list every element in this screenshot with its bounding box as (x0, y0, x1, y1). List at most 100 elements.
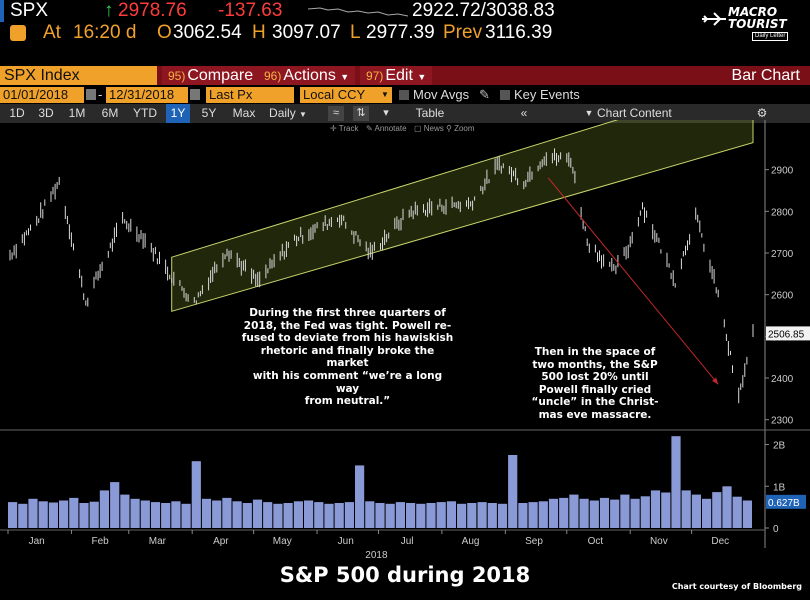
x-tick-label: Feb (91, 536, 109, 547)
edit-button[interactable]: 97) Edit ▼ (360, 66, 433, 85)
period-button-5y[interactable]: 5Y (201, 106, 217, 120)
chart-type-title: Bar Chart (731, 67, 800, 84)
volume-bar (508, 455, 518, 528)
frequency-select[interactable]: Daily ▼ (266, 104, 310, 123)
chevron-down-icon[interactable]: ▼ (584, 108, 594, 118)
annotation-line: 2018, the Fed was tight. Powell re- (243, 319, 452, 332)
volume-bar (375, 503, 385, 528)
volume-bar (69, 497, 79, 528)
gear-icon[interactable]: ⚙ (756, 106, 768, 120)
end-date-field[interactable]: 12/31/2018 (106, 87, 188, 103)
start-date-field[interactable]: 01/01/2018 (0, 87, 84, 103)
arrow-head-icon (712, 377, 719, 385)
x-tick-label: Sep (525, 536, 543, 547)
volume-bar (406, 503, 416, 528)
volume-bar (242, 503, 252, 528)
volume-bar (702, 498, 712, 528)
period-button-3d[interactable]: 3D (38, 106, 54, 120)
checkbox-icon (399, 90, 409, 100)
calendar-icon[interactable] (86, 89, 96, 100)
track-tool[interactable]: ✛ Track (330, 124, 359, 133)
line-chart-icon[interactable]: ≈ (328, 106, 344, 121)
volume-bar (426, 503, 436, 528)
security-field[interactable]: SPX Index (0, 66, 157, 85)
ticker-symbol: SPX (10, 0, 49, 21)
period-button-max[interactable]: Max (232, 106, 256, 120)
volume-bar (487, 503, 497, 528)
chevron-down-icon[interactable]: ▼ (378, 87, 392, 103)
chevron-down-icon: ▼ (340, 72, 350, 82)
high-value: 3097.07 (272, 22, 341, 43)
volume-bar (150, 502, 161, 528)
news-tool[interactable]: ▢ News (414, 124, 444, 133)
checkbox-icon (500, 90, 510, 100)
volume-bar (293, 501, 303, 528)
edit-label: Edit (385, 67, 413, 84)
volume-bar (569, 494, 579, 528)
alert-icon[interactable] (10, 25, 26, 41)
volume-bar (344, 502, 354, 528)
high-label: H (252, 22, 266, 43)
volume-bar (630, 498, 640, 528)
volume-bar (640, 496, 650, 528)
annotation-selloff: Then in the space of two months, the S&P… (520, 346, 670, 422)
bar-chart-icon[interactable]: ⇅ (353, 106, 369, 121)
volume-bar (620, 494, 630, 528)
annotation-line: “uncle” in the Christ- (531, 396, 659, 409)
volume-tick-label: 1B (773, 482, 786, 493)
key-events-checkbox[interactable]: Key Events (500, 87, 580, 103)
price-chart[interactable]: 23002400250026002700280029002506.8501B2B… (0, 120, 810, 558)
prev-label: Prev (443, 22, 483, 43)
table-button[interactable]: Table (415, 106, 445, 120)
open-value: 3062.54 (173, 22, 242, 43)
zoom-tool[interactable]: ⚲ Zoom (446, 124, 475, 133)
compare-hotkey: 95) (168, 69, 186, 83)
chart-content-button[interactable]: Chart Content (597, 106, 672, 120)
pencil-icon[interactable]: ✎ (479, 87, 490, 102)
volume-bar (457, 503, 467, 528)
volume-bar (538, 501, 548, 528)
chart-credit: Chart courtesy of Bloomberg (671, 582, 802, 591)
mov-avgs-label: Mov Avgs (413, 87, 470, 102)
decline-arrow (547, 177, 719, 385)
volume-bar (497, 503, 508, 528)
chevron-down-icon[interactable]: ▾ (378, 106, 394, 121)
y-tick-label: 2900 (771, 166, 794, 177)
volume-bar (334, 503, 344, 528)
mov-avgs-checkbox[interactable]: Mov Avgs (399, 87, 469, 103)
period-button-1y[interactable]: 1Y (166, 104, 190, 123)
key-events-label: Key Events (514, 87, 580, 102)
annotation-line: Then in the space of (534, 346, 656, 358)
volume-bar (610, 499, 620, 528)
currency-select[interactable]: Local CCY (300, 87, 378, 103)
collapse-icon[interactable]: « (520, 106, 528, 120)
actions-button[interactable]: 96) Actions ▼ (258, 66, 356, 85)
annotation-line: from neutral.” (304, 395, 391, 408)
logo-line-2: TOURIST (728, 17, 787, 31)
volume-bar (365, 501, 375, 528)
volume-bar (416, 503, 426, 528)
period-button-ytd[interactable]: YTD (133, 106, 157, 120)
period-button-1m[interactable]: 1M (68, 106, 86, 120)
volume-bar (314, 502, 324, 528)
annotation-line: mas eve massacre. (538, 408, 652, 421)
price-field-select[interactable]: Last Px (206, 87, 294, 103)
volume-bar (263, 502, 273, 528)
chart-tools: ✛ Track ✎ Annotate ▢ News ⚲ Zoom (0, 123, 810, 134)
volume-bar (8, 502, 18, 528)
period-button-6m[interactable]: 6M (101, 106, 119, 120)
volume-bar (559, 497, 569, 528)
annotate-tool[interactable]: ✎ Annotate (366, 124, 407, 133)
last-price-label: 2506.85 (768, 329, 805, 340)
annotation-line: rhetoric and finally broke the market (260, 344, 435, 370)
period-button-1d[interactable]: 1D (9, 106, 25, 120)
net-change: -137.63 (218, 0, 283, 21)
volume-bar (579, 498, 589, 528)
calendar-icon[interactable] (190, 89, 200, 100)
volume-bar (589, 500, 599, 528)
volume-bar (59, 500, 69, 528)
low-label: L (350, 22, 361, 43)
volume-bar (99, 490, 109, 528)
volume-bar (48, 502, 58, 528)
compare-button[interactable]: 95) Compare (162, 66, 260, 85)
